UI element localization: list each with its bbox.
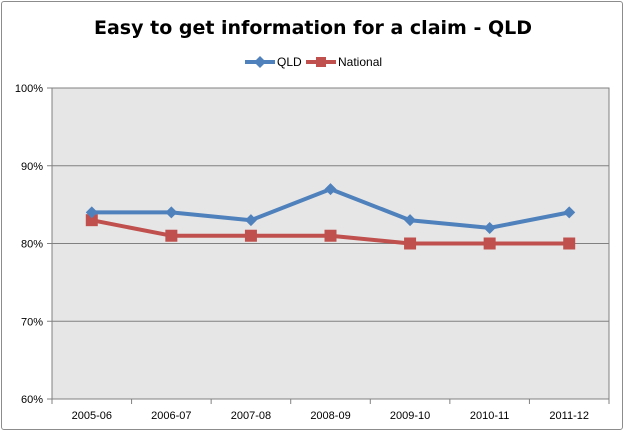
x-tick-label: 2008-09 [310, 410, 350, 422]
legend-label-national: National [338, 55, 382, 69]
legend: QLD National [245, 55, 382, 69]
y-tick-label: 70% [21, 316, 43, 328]
legend-item-national: National [306, 55, 382, 69]
data-point-national [244, 229, 257, 242]
data-point-qld [85, 206, 98, 219]
data-point-qld [244, 214, 257, 227]
y-tick-label: 60% [21, 394, 43, 406]
data-point-national [563, 237, 576, 250]
data-point-qld [165, 206, 178, 219]
x-tick-label: 2006-07 [151, 410, 191, 422]
data-point-national [483, 237, 496, 250]
data-point-national [165, 229, 178, 242]
data-point-qld [563, 206, 576, 219]
data-point-qld [404, 214, 417, 227]
plot-area: 60% 70% 80% 90% 100% 2005-06 2006-07 2007-08 200… [15, 83, 610, 422]
x-tick-label: 2005-06 [72, 410, 112, 422]
y-tick-label: 90% [21, 161, 43, 173]
y-tick-label: 80% [21, 239, 43, 251]
x-tick-label: 2009-10 [390, 410, 430, 422]
chart-title: Easy to get information for a claim - QL… [94, 17, 532, 39]
x-tick-label: 2011-12 [549, 410, 589, 422]
y-tick-label: 100% [15, 83, 43, 95]
x-tick-label: 2010-11 [470, 410, 510, 422]
legend-label-qld: QLD [277, 55, 302, 69]
legend-item-qld: QLD [245, 55, 302, 69]
data-point-national [324, 229, 337, 242]
data-point-qld [483, 221, 496, 234]
x-tick-label: 2007-08 [231, 410, 271, 422]
data-point-qld [324, 183, 337, 196]
data-point-national [85, 214, 98, 227]
data-point-national [404, 237, 417, 250]
